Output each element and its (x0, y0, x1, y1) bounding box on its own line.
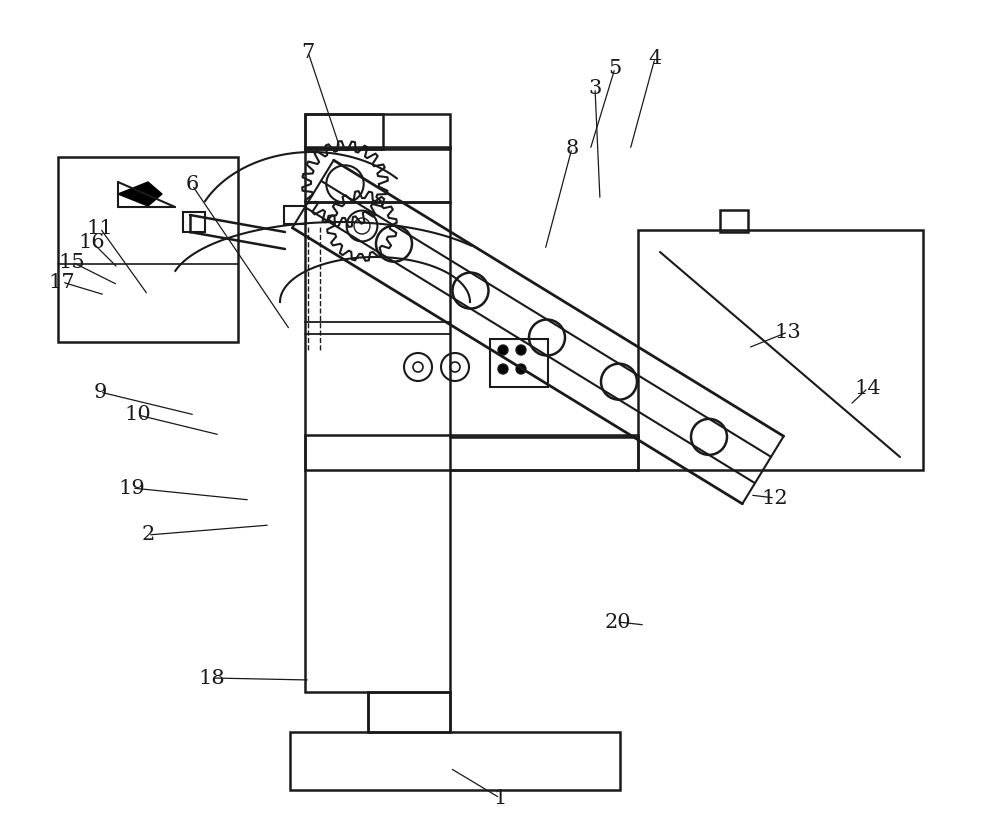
Bar (58, 157, 238, 342)
Text: 9: 9 (93, 383, 107, 402)
Text: 19: 19 (119, 478, 145, 498)
Text: 6: 6 (185, 176, 199, 195)
Text: 1: 1 (493, 789, 507, 808)
Bar (368, 692, 450, 732)
Bar (290, 732, 620, 790)
Bar (305, 147, 450, 202)
Bar (284, 206, 306, 224)
Bar (490, 339, 548, 387)
Text: 13: 13 (775, 323, 801, 341)
Text: 4: 4 (648, 48, 662, 67)
Bar (638, 230, 923, 470)
Circle shape (498, 364, 508, 374)
Bar (305, 114, 450, 149)
Text: 8: 8 (565, 138, 579, 157)
Text: 3: 3 (588, 78, 602, 97)
Text: 5: 5 (608, 58, 622, 77)
Bar (305, 114, 383, 149)
Text: 7: 7 (301, 42, 315, 62)
Circle shape (516, 345, 526, 355)
Text: 17: 17 (49, 273, 75, 291)
Text: 15: 15 (59, 252, 85, 271)
Circle shape (498, 345, 508, 355)
Text: 16: 16 (79, 232, 105, 251)
Circle shape (516, 364, 526, 374)
Bar (720, 210, 748, 232)
Bar (183, 212, 205, 232)
Text: 11: 11 (87, 219, 113, 237)
Text: 12: 12 (762, 488, 788, 508)
Bar (305, 202, 450, 692)
Text: 10: 10 (125, 405, 151, 424)
Text: 2: 2 (141, 526, 155, 544)
Polygon shape (118, 182, 162, 206)
Text: 14: 14 (855, 379, 881, 398)
Bar (305, 435, 638, 470)
Text: 18: 18 (199, 668, 225, 687)
Text: 20: 20 (605, 612, 631, 631)
